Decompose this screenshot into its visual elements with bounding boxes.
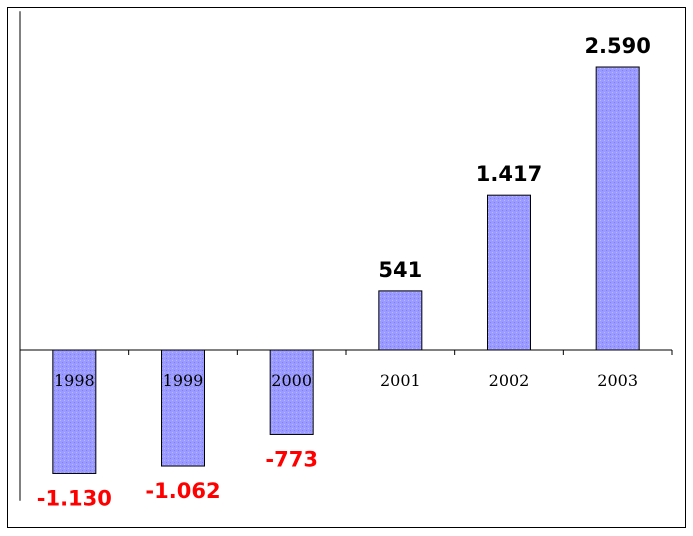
bar-2003 xyxy=(595,66,640,351)
bar-2000 xyxy=(269,349,314,435)
bar-2001 xyxy=(378,290,423,351)
data-label-1999: -1.062 xyxy=(145,479,220,503)
data-label-1998: -1.130 xyxy=(37,486,112,510)
data-label-2002: 1.417 xyxy=(476,162,542,186)
bar-2002 xyxy=(487,194,531,351)
axes xyxy=(19,11,673,501)
x-tick-label-1999: 1999 xyxy=(163,371,204,390)
data-label-2000: -773 xyxy=(265,447,318,471)
bars xyxy=(52,66,640,474)
data-labels: -1.130 -1.062 -773 541 1.417 2.590 xyxy=(37,34,651,510)
data-label-2001: 541 xyxy=(378,258,422,282)
x-tick-label-2000: 2000 xyxy=(271,371,312,390)
x-tick-label-2001: 2001 xyxy=(380,371,421,390)
data-label-2003: 2.590 xyxy=(584,34,650,58)
chart-frame xyxy=(7,7,686,528)
x-tick-labels: 1998 1999 2000 2001 2002 2003 xyxy=(54,371,638,390)
x-tick-label-2002: 2002 xyxy=(489,371,530,390)
bar-1999 xyxy=(161,349,205,467)
bar-1998 xyxy=(52,349,97,474)
x-tick-label-1998: 1998 xyxy=(54,371,95,390)
x-tick-label-2003: 2003 xyxy=(597,371,638,390)
